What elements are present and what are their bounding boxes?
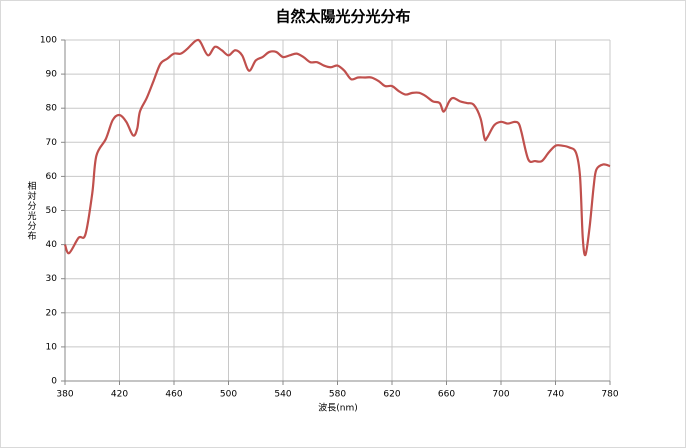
x-tick-label: 500 (220, 390, 237, 400)
x-tick-label: 700 (492, 390, 509, 400)
y-axis-label: 相対分光分布 (26, 180, 37, 241)
x-tick-label: 420 (111, 390, 128, 400)
y-tick-label: 30 (46, 274, 58, 284)
y-tick-label: 70 (46, 138, 58, 148)
x-tick-label: 740 (547, 390, 564, 400)
series-line (63, 38, 611, 257)
x-tick-label: 620 (383, 390, 400, 400)
y-tick-label: 20 (46, 308, 58, 318)
y-tick-label: 40 (46, 240, 58, 250)
x-tick-label: 580 (329, 390, 346, 400)
x-tick-label: 660 (438, 390, 455, 400)
y-tick-label: 0 (51, 377, 57, 387)
y-tick-label: 60 (46, 172, 58, 182)
x-tick-label: 460 (165, 390, 182, 400)
x-tick-label: 540 (274, 390, 291, 400)
chart-title: 自然太陽光分光分布 (275, 8, 410, 26)
y-tick-label: 80 (46, 104, 58, 114)
x-axis-label: 波長(nm) (318, 402, 358, 414)
y-tick-label: 10 (46, 342, 58, 352)
y-tick-label: 90 (46, 70, 58, 80)
x-tick-label: 780 (601, 390, 618, 400)
y-tick-label: 50 (46, 206, 58, 216)
y-tick-label: 100 (40, 36, 57, 46)
x-tick-label: 380 (56, 390, 73, 400)
